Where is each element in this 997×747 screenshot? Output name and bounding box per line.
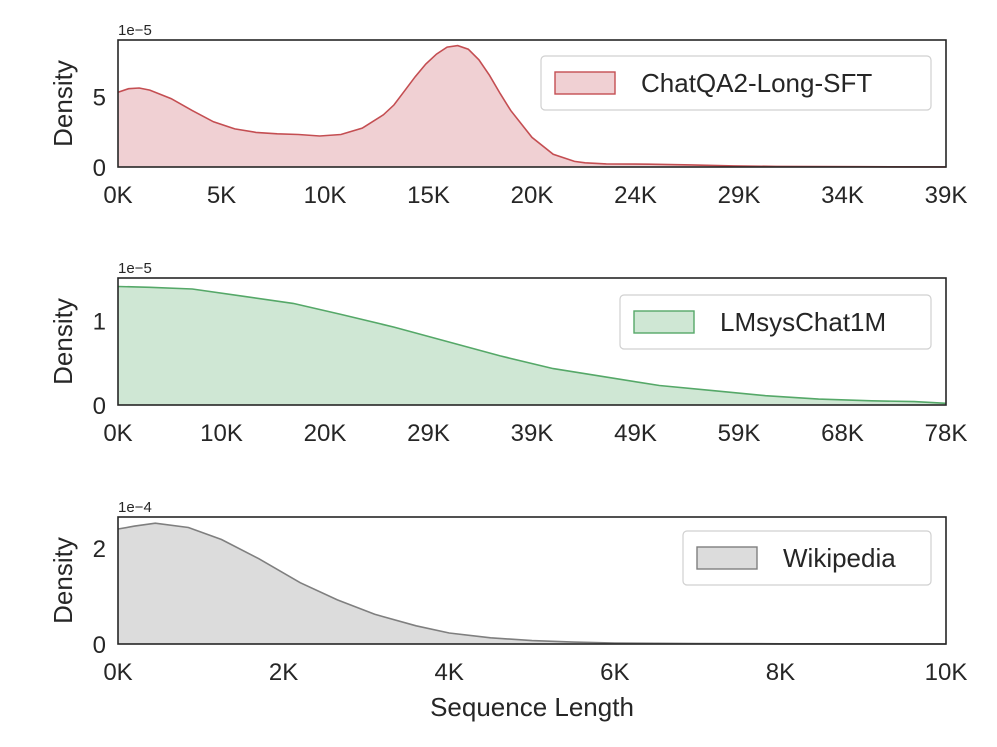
legend-box — [619, 294, 932, 350]
x-tick-label: 10K — [304, 182, 347, 209]
y-tick-label: 1 — [93, 308, 106, 335]
x-tick-label: 6K — [600, 659, 629, 686]
x-tick-label: 0K — [103, 182, 132, 209]
x-tick-label: 10K — [925, 659, 968, 686]
y-tick-label: 0 — [93, 632, 106, 659]
legend-label: LMsysChat1M — [720, 307, 886, 337]
density-line-lmsys — [117, 285, 947, 405]
legend: ChatQA2-Long-SFT — [540, 55, 932, 111]
y-tick-label: 0 — [93, 155, 106, 182]
x-tick-label: 68K — [821, 420, 864, 447]
x-tick-label: 39K — [511, 420, 554, 447]
x-tick-label: 20K — [304, 420, 347, 447]
legend: Wikipedia — [682, 530, 932, 586]
x-tick-label: 4K — [435, 659, 464, 686]
x-tick-label: 29K — [718, 182, 761, 209]
y-offset-label: 1e−5 — [118, 260, 152, 277]
y-axis-label: Density — [48, 60, 78, 147]
x-tick-label: 5K — [207, 182, 236, 209]
x-tick-label: 20K — [511, 182, 554, 209]
y-tick-labels: 02 — [93, 536, 106, 659]
x-tick-labels: 0K 2K 4K 6K 8K 10K — [103, 659, 967, 686]
density-line-chatqa2 — [117, 44, 947, 168]
y-axis-label: Density — [48, 298, 78, 385]
x-tick-label: 8K — [766, 659, 795, 686]
x-tick-label: 15K — [407, 182, 450, 209]
density-area-chatqa2 — [118, 45, 946, 167]
panel-lmsyschat1m: 1e−5 Density 0K 10K 20K 29K 39K 49K 59K 68K 78K … — [48, 260, 967, 447]
density-area-wikipedia — [118, 523, 946, 644]
x-tick-label: 0K — [103, 659, 132, 686]
density-area-lmsys — [118, 286, 946, 405]
legend-swatch — [633, 310, 695, 334]
panel-chatqa2-long-sft: 1e−5 Density 0K 5K 10K 15K 20K 24K 29K 34K 39K 0… — [48, 22, 967, 209]
x-tick-label: 10K — [200, 420, 243, 447]
y-offset-label: 1e−5 — [118, 22, 152, 39]
x-axis-label: Sequence Length — [430, 692, 634, 722]
x-tick-label: 39K — [925, 182, 968, 209]
x-tick-labels: 0K 5K 10K 15K 20K 24K 29K 34K 39K — [103, 182, 967, 209]
legend-label: ChatQA2-Long-SFT — [641, 68, 872, 98]
y-axis-label: Density — [48, 537, 78, 624]
x-tick-label: 2K — [269, 659, 298, 686]
density-line-wikipedia — [117, 522, 947, 645]
legend-swatch — [696, 546, 758, 570]
plot-frame — [117, 39, 947, 168]
x-tick-labels: 0K 10K 20K 29K 39K 49K 59K 68K 78K — [103, 420, 967, 447]
legend: LMsysChat1M — [619, 294, 932, 350]
legend-swatch — [554, 71, 616, 95]
x-tick-label: 0K — [103, 420, 132, 447]
y-tick-label: 0 — [93, 393, 106, 420]
legend-label: Wikipedia — [783, 543, 896, 573]
legend-box — [682, 530, 932, 586]
panel-wikipedia: 1e−4 Density 0K 2K 4K 6K 8K 10K 02 Wikipedia — [48, 499, 967, 686]
y-offset-label: 1e−4 — [118, 499, 152, 516]
x-tick-label: 24K — [614, 182, 657, 209]
x-tick-label: 78K — [925, 420, 968, 447]
legend-box — [540, 55, 932, 111]
y-tick-labels: 01 — [93, 308, 106, 420]
y-tick-labels: 05 — [93, 84, 106, 182]
y-tick-label: 5 — [93, 84, 106, 111]
plot-frame — [117, 277, 947, 406]
x-tick-label: 59K — [718, 420, 761, 447]
x-tick-label: 49K — [614, 420, 657, 447]
x-tick-label: 34K — [821, 182, 864, 209]
y-tick-label: 2 — [93, 536, 106, 563]
plot-frame — [117, 516, 947, 645]
x-tick-label: 29K — [407, 420, 450, 447]
